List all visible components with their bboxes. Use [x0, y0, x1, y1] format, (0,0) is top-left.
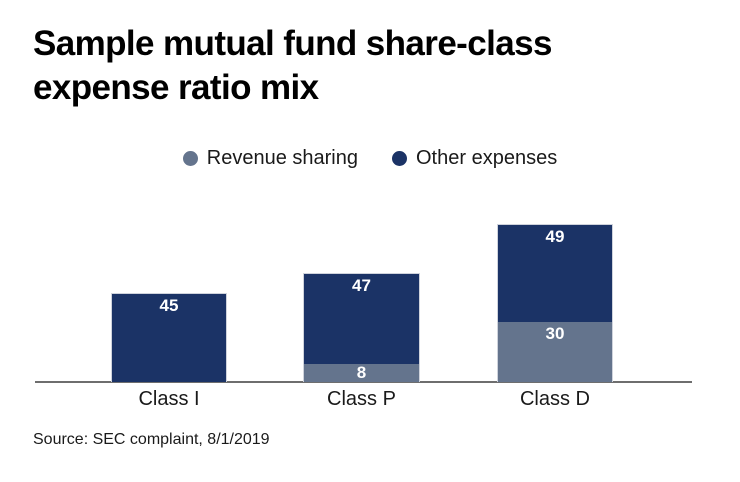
- bar-value-label-other-expenses-class-p: 47: [352, 276, 371, 295]
- legend-circle-dot-icon-other-expenses: [392, 150, 407, 166]
- legend-item-revenue-sharing: Revenue sharing: [182, 147, 358, 169]
- bar-value-label-other-expenses-class-d: 49: [545, 227, 565, 246]
- bar-segment-other-expenses-class-d[interactable]: 49: [497, 224, 613, 322]
- bar-group-class-d: 49 30: [497, 223, 613, 382]
- bar-group-class-i: 45: [111, 292, 227, 382]
- x-tick-label-class-d: Class D: [519, 388, 590, 410]
- bar-stack-class-i: 45: [111, 293, 227, 382]
- bar-segment-revenue-sharing-class-p[interactable]: 8: [303, 363, 420, 382]
- chart-legend: Revenue sharing Other expenses: [0, 148, 740, 168]
- legend-label-other-expenses: Other expenses: [416, 147, 558, 169]
- bar-segment-revenue-sharing-class-d[interactable]: 30: [497, 322, 613, 382]
- bar-segment-other-expenses-class-i[interactable]: 45: [111, 293, 227, 382]
- x-tick-label-class-p: Class P: [327, 388, 396, 410]
- legend-label-revenue-sharing: Revenue sharing: [206, 147, 358, 169]
- bar-segment-other-expenses-class-p[interactable]: 47: [303, 273, 420, 364]
- chart-title: Sample mutual fund share-class expense r…: [33, 22, 703, 110]
- legend-circle-dot-icon-revenue-sharing: [182, 150, 198, 166]
- x-tick-label-class-i: Class I: [138, 388, 200, 410]
- bar-stack-class-p: 47 8: [303, 273, 420, 382]
- bar-value-label-revenue-sharing-class-d: 30: [545, 324, 565, 343]
- bar-stack-class-d: 49 30: [497, 224, 613, 382]
- source-note: Source: SEC complaint, 8/1/2019: [33, 431, 270, 448]
- chart-title-line-1: Sample mutual fund share-class: [33, 24, 552, 63]
- bar-value-label-other-expenses-class-i: 45: [159, 296, 179, 315]
- bar-value-label-revenue-sharing-class-p: 8: [356, 363, 367, 382]
- chart-title-line-2: expense ratio mix: [33, 67, 319, 107]
- legend-item-other-expenses: Other expenses: [392, 148, 557, 168]
- bar-group-class-p: 47 8: [303, 272, 420, 382]
